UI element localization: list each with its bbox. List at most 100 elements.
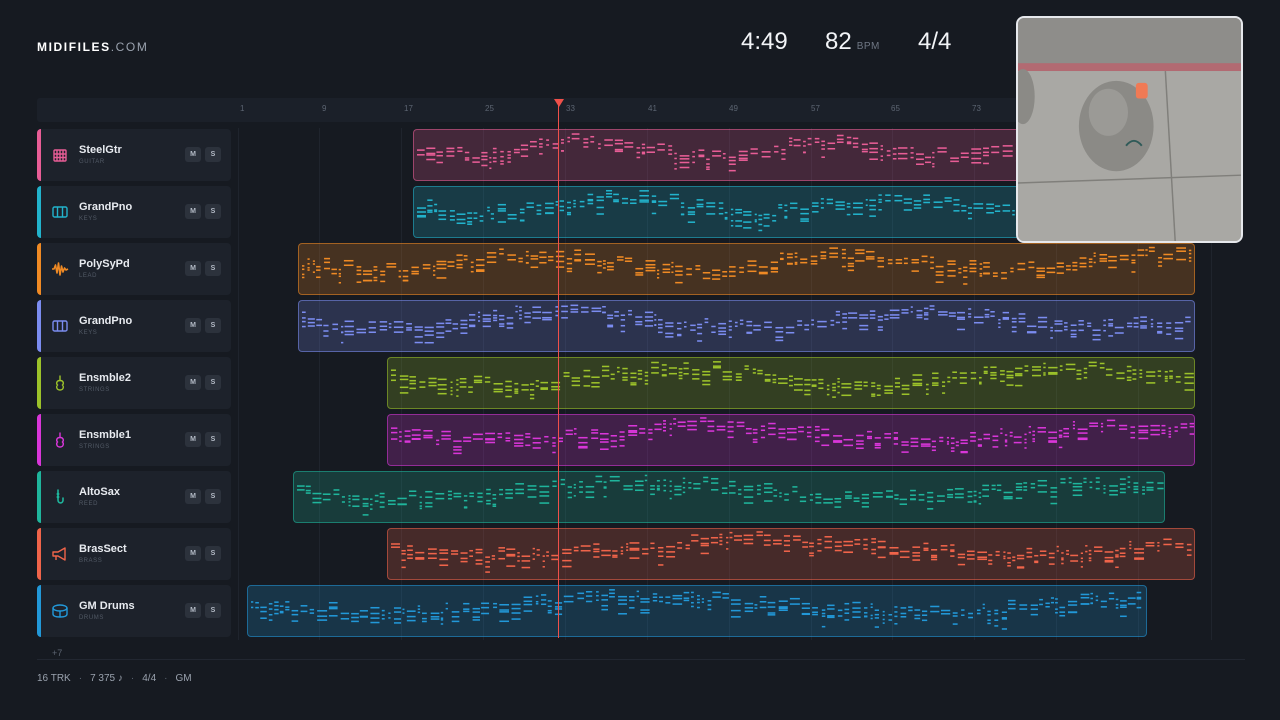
note — [1119, 478, 1126, 480]
note — [1146, 481, 1154, 484]
note — [1032, 440, 1035, 443]
midi-clip[interactable] — [387, 357, 1195, 409]
note — [794, 252, 798, 254]
note — [935, 265, 944, 268]
note — [467, 221, 473, 223]
track-header[interactable]: GrandPno KEYS M S — [37, 300, 231, 352]
note — [835, 310, 840, 313]
note — [845, 495, 852, 497]
note — [976, 609, 981, 611]
note — [274, 612, 279, 615]
note — [1176, 247, 1187, 249]
note — [790, 207, 798, 209]
track-header[interactable]: Ensmble1 STRINGS M S — [37, 414, 231, 466]
midi-clip[interactable] — [247, 585, 1147, 637]
note — [565, 429, 573, 432]
note — [870, 614, 873, 617]
midi-clip[interactable] — [293, 471, 1165, 523]
track-header[interactable]: PolySyPd LEAD M S — [37, 243, 231, 295]
note — [523, 603, 533, 606]
track-header[interactable]: BrasSect BRASS M S — [37, 528, 231, 580]
note — [977, 444, 982, 446]
track-header[interactable]: GM Drums DRUMS M S — [37, 585, 231, 637]
note — [542, 318, 552, 321]
mute-button[interactable]: M — [185, 375, 201, 390]
mute-button[interactable]: M — [185, 432, 201, 447]
solo-button[interactable]: S — [205, 546, 221, 561]
mute-button[interactable]: M — [185, 546, 201, 561]
note — [988, 554, 993, 556]
note — [874, 444, 881, 447]
playhead[interactable] — [558, 104, 559, 638]
note — [923, 198, 930, 201]
note — [955, 441, 959, 443]
note — [800, 218, 809, 220]
solo-button[interactable]: S — [205, 204, 221, 219]
note — [804, 393, 811, 396]
mute-button[interactable]: M — [185, 318, 201, 333]
note — [476, 264, 485, 267]
playhead-handle[interactable] — [554, 99, 564, 107]
mute-button[interactable]: M — [185, 147, 201, 162]
solo-button[interactable]: S — [205, 318, 221, 333]
mute-button[interactable]: M — [185, 603, 201, 618]
note — [884, 385, 893, 388]
note — [823, 502, 833, 504]
note — [1011, 326, 1017, 328]
midi-clip[interactable] — [298, 243, 1195, 295]
mute-button[interactable]: M — [185, 261, 201, 276]
note — [987, 622, 991, 625]
mute-button[interactable]: M — [185, 204, 201, 219]
note — [834, 506, 842, 508]
note — [407, 545, 413, 547]
note — [584, 259, 595, 261]
note — [493, 390, 503, 393]
note — [1055, 598, 1058, 600]
note — [947, 493, 954, 496]
note — [726, 541, 729, 544]
mute-button[interactable]: M — [185, 489, 201, 504]
note — [260, 610, 267, 613]
midi-clip[interactable] — [387, 528, 1195, 580]
note — [1055, 608, 1058, 610]
solo-button[interactable]: S — [205, 375, 221, 390]
note — [1003, 496, 1013, 498]
note — [511, 612, 521, 614]
note — [1045, 602, 1050, 605]
note — [722, 271, 728, 273]
note — [1157, 550, 1160, 552]
note — [539, 495, 550, 497]
note — [882, 610, 885, 613]
solo-button[interactable]: S — [205, 147, 221, 162]
note — [916, 158, 924, 160]
bar-ruler[interactable]: 1 9 17 25 33 41 49 57 65 73 — [37, 98, 1211, 122]
note — [661, 364, 667, 366]
track-header[interactable]: GrandPno KEYS M S — [37, 186, 231, 238]
note — [1034, 560, 1039, 563]
solo-button[interactable]: S — [205, 603, 221, 618]
more-tracks-indicator[interactable]: +7 — [52, 648, 63, 658]
track-header[interactable]: AltoSax REED M S — [37, 471, 231, 523]
note — [758, 218, 763, 221]
note — [1140, 320, 1147, 323]
note — [1011, 330, 1017, 333]
note — [515, 492, 524, 495]
note — [300, 605, 308, 607]
note — [992, 446, 999, 448]
note — [802, 546, 809, 548]
solo-button[interactable]: S — [205, 489, 221, 504]
midi-clip[interactable] — [298, 300, 1195, 352]
note — [574, 259, 582, 261]
note — [677, 547, 683, 549]
solo-button[interactable]: S — [205, 261, 221, 276]
solo-button[interactable]: S — [205, 432, 221, 447]
note — [693, 483, 701, 485]
note — [948, 315, 956, 317]
note — [841, 386, 852, 389]
note — [260, 606, 267, 609]
track-name: Ensmble2 — [79, 372, 131, 384]
note — [414, 341, 423, 344]
track-header[interactable]: Ensmble2 STRINGS M S — [37, 357, 231, 409]
track-header[interactable]: SteelGtr GUITAR M S — [37, 129, 231, 181]
midi-clip[interactable] — [387, 414, 1195, 466]
